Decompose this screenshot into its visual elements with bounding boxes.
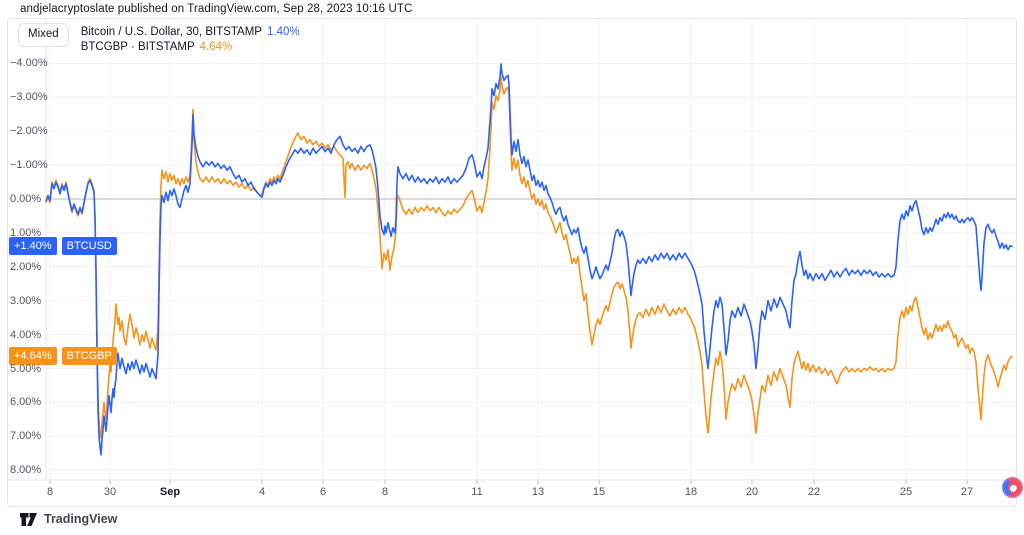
y-axis-label: 5.00% [10, 362, 42, 375]
price-value-badge-btcgbp: +4.64% [9, 347, 57, 366]
x-axis-label: 15 [592, 486, 606, 498]
chart-frame [7, 18, 1017, 507]
y-axis-label: 8.00% [10, 464, 42, 477]
x-axis-label: 13 [531, 486, 545, 498]
x-axis-label: 20 [745, 486, 759, 498]
footer-brand[interactable]: TradingView [20, 512, 117, 526]
x-axis-label: 22 [807, 486, 821, 498]
ticker-badge-btcusd: BTCUSD [61, 237, 117, 256]
y-axis-label: −2.00% [10, 125, 48, 138]
x-axis-label: Sep [159, 486, 181, 498]
y-axis-label: 7.00% [10, 430, 42, 443]
y-axis-label: −1.00% [10, 159, 48, 172]
x-axis-label: 8 [46, 486, 54, 498]
cryptoslate-logo-icon[interactable] [1002, 477, 1023, 498]
price-value-badge-btcusd: +1.40% [9, 237, 57, 256]
y-axis-label: −3.00% [10, 91, 48, 104]
tradingview-brand-text: TradingView [44, 512, 118, 526]
tradingview-logo-icon [20, 512, 37, 526]
price-label-btcusd: +1.40% BTCUSD [9, 237, 117, 256]
x-axis-label: 11 [471, 486, 483, 498]
x-axis-label: 8 [381, 486, 389, 498]
legend-row-btcgbp[interactable]: BTCGBP · BITSTAMP 4.64% [81, 40, 300, 55]
attribution-text: andjelacryptoslate published on TradingV… [20, 3, 413, 15]
x-axis-label: 18 [684, 486, 698, 498]
y-axis-label: 6.00% [10, 396, 42, 409]
price-label-btcgbp: +4.64% BTCGBP [9, 347, 117, 366]
y-axis-label: 1.00% [10, 226, 42, 239]
y-axis-label: 4.00% [10, 328, 42, 341]
y-axis-label: −4.00% [10, 57, 48, 70]
y-axis-label: 0.00% [10, 193, 42, 205]
ticker-badge-btcgbp: BTCGBP [61, 347, 117, 366]
y-axis-label: 3.00% [10, 294, 42, 307]
legend-value-btcgbp: 4.64% [199, 41, 233, 53]
legend-value-btcusd: 1.40% [266, 26, 300, 38]
legend-title-btcgbp: BTCGBP · BITSTAMP [80, 41, 195, 53]
x-axis-label: 4 [258, 486, 266, 498]
x-axis-label: 25 [899, 486, 913, 498]
x-axis-label: 6 [319, 486, 327, 498]
legend-title-btcusd: Bitcoin / U.S. Dollar, 30, BITSTAMP [80, 26, 262, 38]
legend-row-btcusd[interactable]: Bitcoin / U.S. Dollar, 30, BITSTAMP 1.40% [81, 25, 300, 40]
x-axis-label: 30 [103, 486, 117, 498]
x-axis-label: 27 [960, 486, 974, 498]
y-axis-label: 2.00% [10, 260, 42, 273]
mixed-mode-badge[interactable]: Mixed [18, 23, 69, 47]
chart-legend: Mixed Bitcoin / U.S. Dollar, 30, BITSTAM… [18, 23, 300, 55]
